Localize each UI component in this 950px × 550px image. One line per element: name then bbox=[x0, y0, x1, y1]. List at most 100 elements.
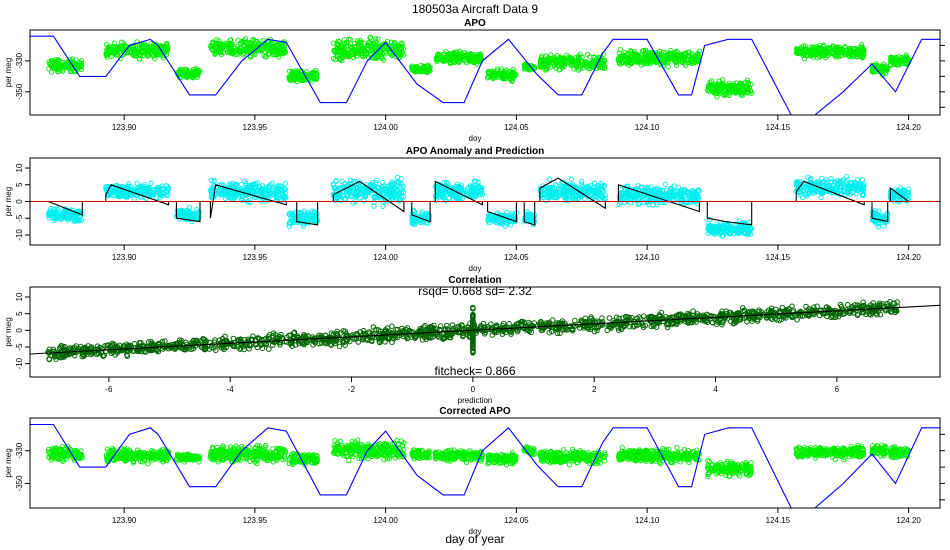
data-point bbox=[461, 53, 467, 59]
data-point bbox=[747, 225, 754, 232]
data-point bbox=[148, 180, 154, 186]
data-point bbox=[893, 189, 900, 195]
data-point bbox=[561, 63, 567, 70]
data-point bbox=[178, 71, 184, 77]
data-point bbox=[743, 85, 750, 92]
data-point bbox=[638, 184, 645, 190]
data-point bbox=[237, 49, 244, 55]
data-point bbox=[500, 217, 506, 223]
data-point bbox=[225, 42, 231, 48]
data-point bbox=[678, 195, 685, 201]
data-point bbox=[622, 50, 628, 56]
data-point bbox=[737, 80, 744, 86]
data-point bbox=[553, 60, 559, 67]
data-point bbox=[800, 180, 807, 186]
data-point bbox=[838, 52, 845, 59]
data-point bbox=[658, 53, 664, 59]
data-point bbox=[134, 180, 140, 187]
data-point bbox=[834, 187, 840, 194]
data-point bbox=[183, 66, 190, 73]
data-point bbox=[646, 201, 652, 208]
data-point bbox=[740, 225, 746, 231]
data-point bbox=[823, 180, 830, 186]
data-point bbox=[457, 48, 463, 54]
data-point bbox=[584, 51, 591, 58]
data-point bbox=[346, 51, 352, 57]
data-point bbox=[58, 65, 64, 72]
data-point bbox=[509, 78, 515, 84]
data-point bbox=[745, 230, 751, 237]
data-point bbox=[336, 192, 342, 198]
data-point bbox=[710, 228, 716, 235]
data-point bbox=[623, 194, 629, 201]
data-point bbox=[794, 317, 800, 323]
data-point bbox=[341, 36, 348, 43]
data-point bbox=[539, 53, 545, 59]
data-point bbox=[842, 191, 849, 198]
data-point bbox=[373, 45, 379, 51]
data-point bbox=[104, 188, 111, 194]
data-point bbox=[543, 197, 549, 204]
data-point bbox=[348, 193, 354, 199]
data-point bbox=[510, 66, 516, 73]
data-point bbox=[361, 40, 367, 46]
x-tick-label: 124.20 bbox=[896, 123, 921, 132]
data-point bbox=[331, 191, 337, 197]
data-point bbox=[302, 215, 308, 222]
data-point bbox=[140, 185, 146, 191]
x-axis-label: doy bbox=[469, 134, 482, 143]
data-point bbox=[874, 63, 881, 69]
data-point bbox=[673, 62, 680, 68]
data-point bbox=[330, 40, 337, 46]
data-point bbox=[718, 85, 724, 91]
data-point bbox=[618, 57, 625, 63]
data-point bbox=[436, 52, 443, 58]
data-point bbox=[78, 63, 84, 69]
data-point bbox=[339, 57, 345, 64]
data-point bbox=[438, 185, 445, 192]
data-point bbox=[795, 181, 801, 187]
data-point bbox=[264, 192, 270, 198]
data-point bbox=[860, 182, 866, 189]
data-point bbox=[815, 179, 821, 185]
data-point bbox=[239, 193, 246, 199]
data-point bbox=[617, 46, 623, 53]
data-point bbox=[860, 185, 866, 192]
data-point bbox=[259, 183, 265, 189]
plot-area bbox=[30, 174, 940, 239]
data-point bbox=[122, 192, 129, 199]
data-point bbox=[361, 198, 367, 204]
data-point bbox=[394, 44, 401, 50]
data-point bbox=[553, 190, 560, 196]
data-point bbox=[678, 191, 684, 197]
data-point bbox=[708, 78, 715, 84]
series-apo-curve bbox=[30, 35, 940, 115]
data-point bbox=[468, 55, 474, 62]
data-point bbox=[54, 214, 60, 220]
data-point bbox=[71, 212, 77, 218]
data-point bbox=[297, 215, 303, 221]
panels: 123.90 123.95 124.00 124.05 124.10 124.15 124.… bbox=[4, 18, 945, 536]
data-point bbox=[803, 191, 809, 198]
data-point bbox=[744, 77, 751, 83]
data-point bbox=[349, 47, 356, 53]
data-point bbox=[569, 187, 575, 194]
data-point bbox=[220, 42, 226, 49]
data-point bbox=[870, 69, 876, 75]
data-point bbox=[230, 180, 236, 187]
data-point bbox=[380, 190, 386, 196]
data-point bbox=[459, 53, 465, 60]
data-point bbox=[556, 67, 562, 73]
data-point bbox=[349, 49, 355, 55]
data-point bbox=[696, 48, 702, 55]
y-tick-label: -330 bbox=[15, 52, 24, 69]
panel-2: 123.90 123.95 124.00 124.05 124.10 124.15 124.… bbox=[4, 146, 941, 273]
data-point bbox=[418, 67, 425, 73]
data-point bbox=[635, 183, 641, 189]
data-point bbox=[685, 49, 691, 55]
data-point bbox=[556, 55, 563, 61]
data-point bbox=[409, 63, 415, 69]
data-point bbox=[726, 90, 733, 96]
data-point bbox=[261, 53, 267, 59]
data-point bbox=[361, 190, 367, 196]
